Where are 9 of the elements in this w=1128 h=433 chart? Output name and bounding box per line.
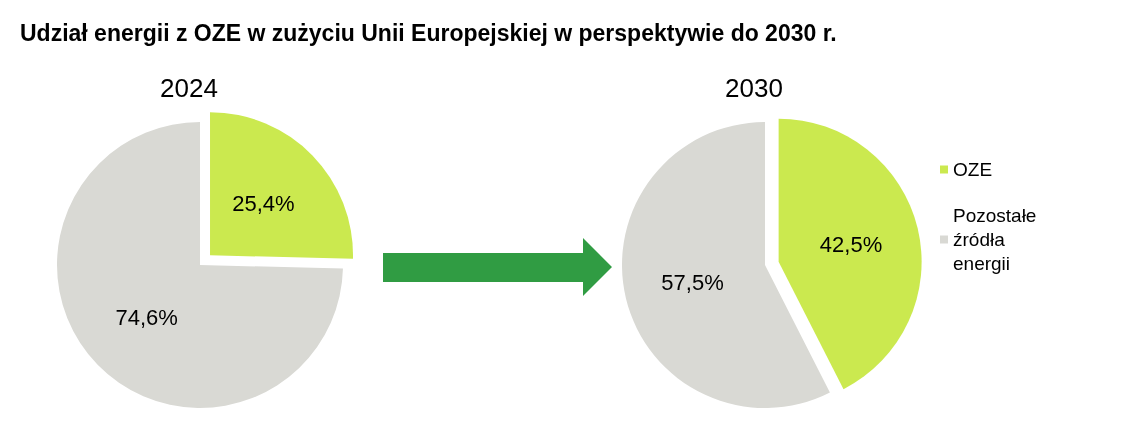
text: Udział energii z OZE w zużyciu Unii Europejskiej w perspektywie do 2030 r.: [20, 20, 837, 47]
chart-subtitle: 2030: [725, 73, 783, 103]
data-label: 25,4%: [232, 190, 295, 216]
data-label: 57,5%: [661, 269, 724, 295]
data-label: 74,6%: [115, 304, 178, 330]
data-label: 42,5%: [819, 231, 883, 257]
chart-subtitle: 2024: [160, 73, 218, 103]
legend-label: OZE: [953, 159, 993, 180]
legend-label: Pozostałe źródła energii: [953, 205, 1037, 274]
